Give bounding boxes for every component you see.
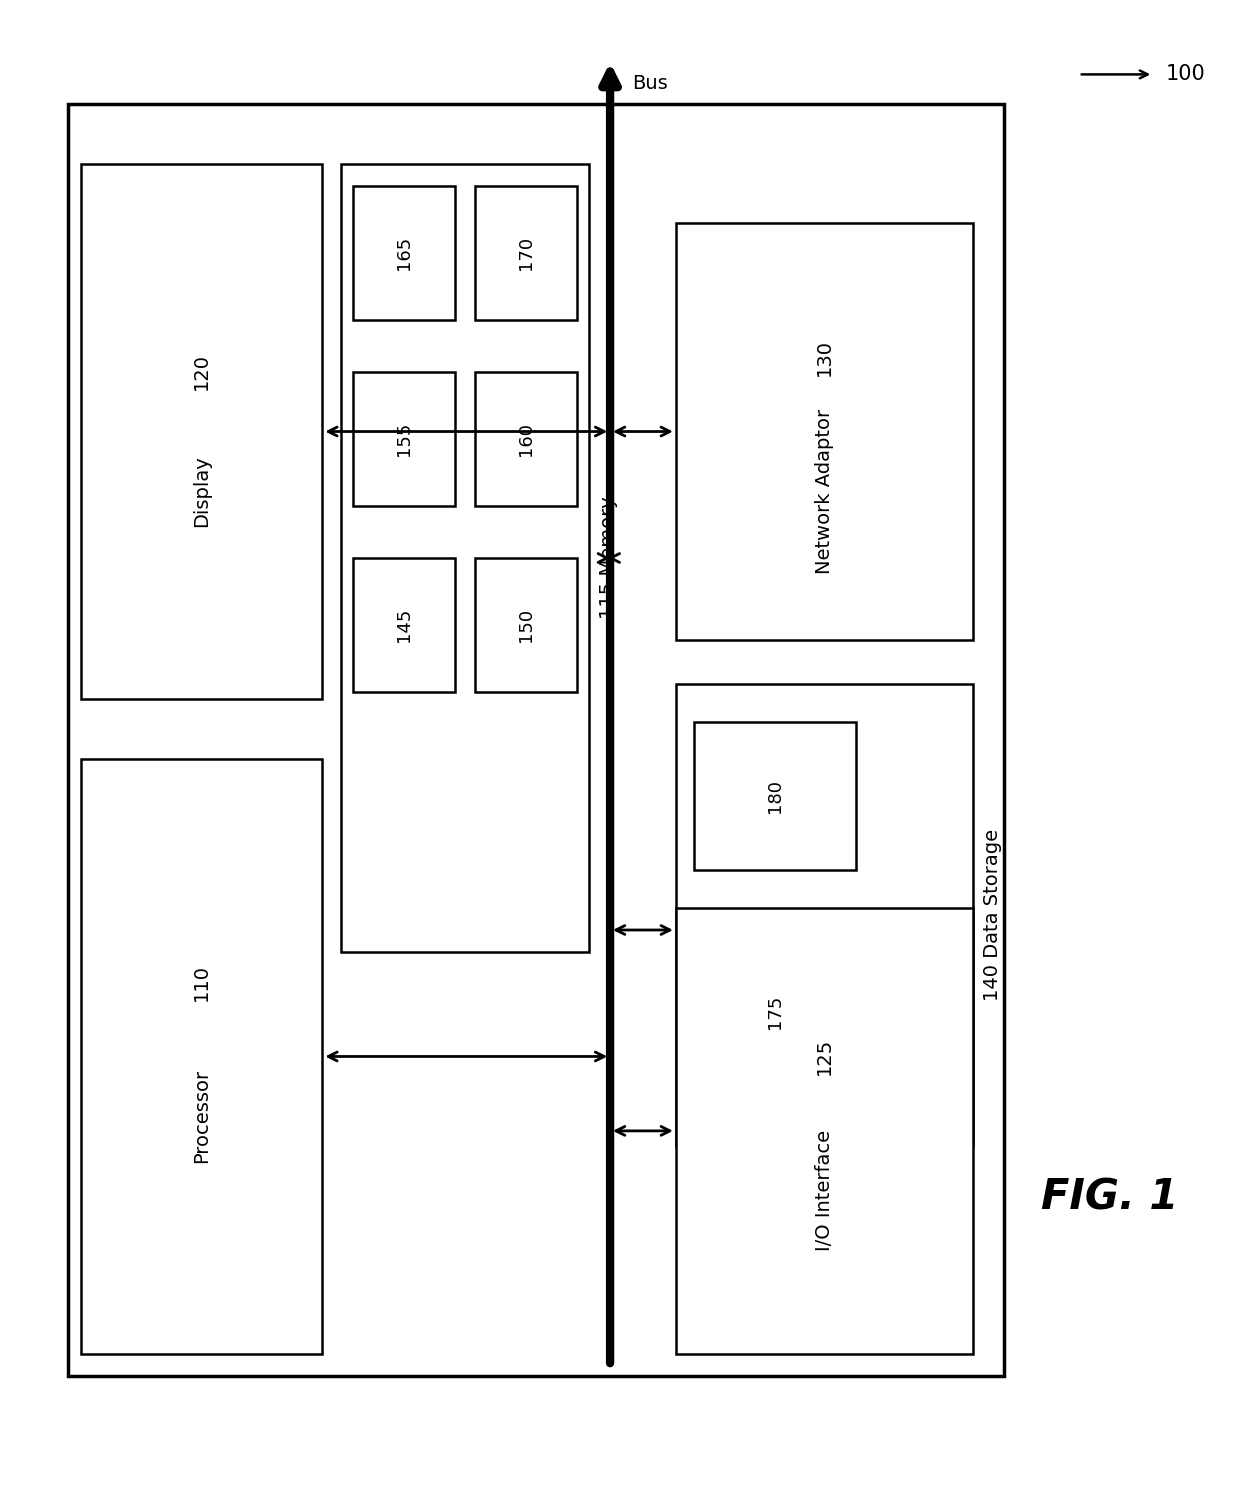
Text: 100: 100 (1166, 64, 1205, 85)
Text: I/O Interface: I/O Interface (815, 1129, 835, 1251)
Bar (676, 684, 973, 1146)
Bar (475, 372, 577, 506)
Bar (475, 186, 577, 320)
Bar (353, 372, 455, 506)
Bar (341, 164, 589, 952)
Bar (676, 908, 973, 1354)
Text: 175: 175 (766, 994, 784, 1030)
Text: 110: 110 (192, 964, 211, 1000)
Text: 125: 125 (815, 1037, 835, 1076)
Bar (475, 558, 577, 692)
Bar (353, 186, 455, 320)
Text: 180: 180 (766, 780, 784, 812)
Bar (694, 937, 856, 1086)
Text: 155: 155 (396, 421, 413, 457)
Text: FIG. 1: FIG. 1 (1042, 1177, 1178, 1219)
Text: 160: 160 (517, 423, 534, 455)
Bar (694, 722, 856, 870)
Text: Bus: Bus (632, 74, 668, 94)
Bar (353, 558, 455, 692)
Bar (68, 104, 1004, 1376)
Text: 115 Memory: 115 Memory (599, 497, 618, 619)
Text: 140 Data Storage: 140 Data Storage (983, 829, 1002, 1001)
Text: 130: 130 (815, 339, 835, 375)
Bar (676, 223, 973, 640)
Text: Display: Display (192, 455, 211, 527)
Bar (81, 759, 322, 1354)
Text: 165: 165 (396, 235, 413, 271)
Text: Network Adaptor: Network Adaptor (815, 409, 835, 573)
Text: 120: 120 (192, 354, 211, 390)
Text: 145: 145 (396, 607, 413, 643)
Text: Processor: Processor (192, 1068, 211, 1164)
Text: 150: 150 (517, 609, 534, 641)
Bar (81, 164, 322, 699)
Text: 170: 170 (517, 237, 534, 269)
